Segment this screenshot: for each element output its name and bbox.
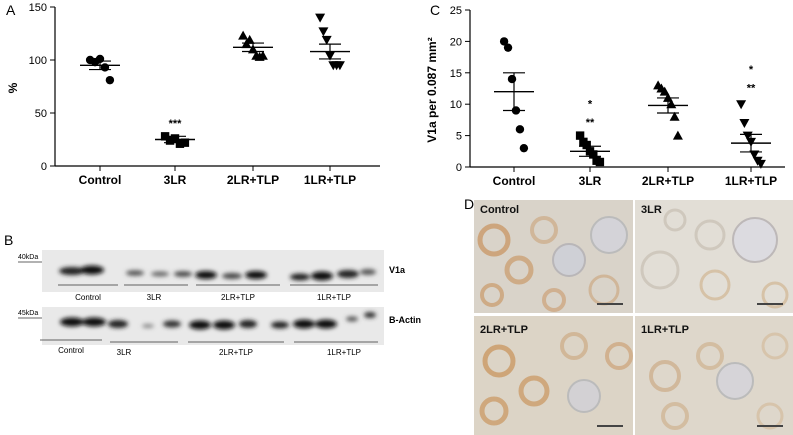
ihc-tile-control-image [474, 200, 633, 313]
chart-c-xtick-label-control: Control [493, 174, 536, 188]
chart-c-point-control-1 [503, 43, 513, 52]
chart-a-xtick-label-2lr-tlp: 2LR+TLP [227, 173, 279, 187]
chart-c-point-control-2 [507, 74, 517, 84]
chart-c-ytick-label-5: 5 [456, 131, 462, 143]
ihc-tile-control: Control [474, 200, 633, 313]
chart-a-ytick-label-150: 150 [29, 2, 47, 14]
chart-a-point-control-3 [100, 63, 110, 72]
chart-a-point-1lr-tlp-0 [315, 13, 326, 23]
chart-c-y-axis-label: V1a per 0.087 mm² [425, 37, 439, 142]
chart-c-point-control-0 [499, 37, 509, 46]
chart-c-point-1lr-tlp-4 [749, 150, 760, 160]
chart-c-ytick-label-0: 0 [456, 162, 462, 174]
ihc-tile-3lr-image [635, 200, 793, 313]
blot-v1a-group-1lr: 1LR+TLP [317, 293, 351, 302]
blot-v1a-group-control: Control [75, 293, 101, 302]
chart-c-ytick-label-20: 20 [450, 36, 462, 48]
chart-c-point-3lr-6 [595, 157, 605, 167]
chart-c-annotation-1: ** [586, 117, 595, 129]
chart-c-point-2lr-tlp-5 [669, 111, 680, 121]
panel-letter-a: A [6, 2, 16, 18]
blot-v1a-group-2lr: 2LR+TLP [221, 293, 255, 302]
chart-c-annotation-0: * [588, 98, 593, 110]
panel-letter-d: D [464, 196, 475, 212]
blot-actin-group-control: Control [58, 346, 84, 355]
ihc-tile-1lr-tlp: 1LR+TLP [635, 316, 793, 435]
blot-v1a-group-3lr: 3LR [147, 293, 162, 302]
chart-panel-a: 0 50 100 150% Control 3LR 2LR+TLP 1LR+TLP *** [6, 2, 380, 187]
blot-v1a-marker: 40kDa [18, 254, 38, 261]
chart-a-xtick-label-1lr-tlp: 1LR+TLP [304, 173, 356, 187]
chart-c-xtick-label-3lr: 3LR [579, 174, 602, 188]
ihc-scale-bar-3lr [757, 303, 783, 305]
ihc-label-3lr: 3LR [641, 204, 662, 216]
ihc-tile-3lr: 3LR [635, 200, 793, 313]
chart-a-point-1lr-tlp-1 [318, 27, 329, 37]
ihc-label-2lr-tlp: 2LR+TLP [480, 324, 528, 336]
chart-a-y-axis-label: % [6, 82, 20, 93]
blot-actin-marker: 45kDa [18, 310, 38, 317]
blot-v1a-target: V1a [389, 265, 406, 275]
chart-c-ytick-label-25: 25 [450, 5, 462, 17]
chart-a-point-3lr-3 [175, 139, 185, 148]
chart-a-ytick-label-0: 0 [41, 161, 47, 173]
chart-c-annotation-2: * [749, 64, 754, 76]
chart-c-point-3lr-0 [575, 131, 585, 140]
chart-c-point-1lr-tlp-6 [755, 159, 766, 169]
chart-c-point-2lr-tlp-6 [672, 130, 683, 140]
ihc-tile-2lr-tlp-image [474, 316, 633, 435]
panel-letter-b: B [4, 232, 14, 248]
chart-c-point-2lr-tlp-2 [659, 86, 670, 96]
chart-a-ytick-label-50: 50 [35, 108, 47, 120]
chart-a-point-2lr-tlp-6 [257, 50, 268, 60]
chart-c-ytick-label-15: 15 [450, 68, 462, 80]
blot-actin-group-3lr: 3LR [117, 348, 132, 357]
ihc-scale-bar-control [597, 303, 623, 305]
chart-c-annotation-3: ** [747, 83, 756, 95]
chart-a-annotation-0: *** [169, 118, 183, 130]
blot-actin-group-1lr: 1LR+TLP [327, 348, 361, 357]
chart-c-point-control-5 [519, 143, 529, 153]
chart-a-point-2lr-tlp-2 [244, 34, 255, 44]
ihc-tile-2lr-tlp: 2LR+TLP [474, 316, 633, 435]
chart-a-xtick-label-control: Control [79, 173, 122, 187]
chart-panel-c: 0 5 10 15 20 25 V1a per 0.087 mm² Control 3LR 2LR… [425, 5, 785, 188]
chart-c-ytick-label-10: 10 [450, 99, 462, 111]
ihc-label-control: Control [480, 204, 520, 216]
chart-c-point-1lr-tlp-0 [736, 100, 747, 110]
ihc-label-1lr-tlp: 1LR+TLP [641, 324, 689, 336]
chart-a-point-3lr-1 [165, 136, 175, 145]
chart-a-xtick-label-3lr: 3LR [164, 173, 187, 187]
western-blot-panel: 40kDa V1a Control 3LR 2LR+TLP 1LR+TLP 45… [18, 250, 421, 357]
chart-c-xtick-label-1lr-tlp: 1LR+TLP [725, 174, 777, 188]
panel-letter-c: C [430, 2, 441, 18]
ihc-tile-1lr-tlp-image [635, 316, 793, 435]
chart-c-point-1lr-tlp-1 [739, 119, 750, 129]
chart-c-point-3lr-2 [582, 140, 591, 150]
chart-a-point-1lr-tlp-6 [334, 61, 345, 71]
chart-a-ytick-label-100: 100 [29, 55, 47, 67]
blot-actin-group-2lr: 2LR+TLP [219, 348, 253, 357]
ihc-scale-bar-1lr-tlp [757, 425, 783, 427]
chart-c-point-3lr-4 [589, 150, 598, 159]
blot-actin-target: B-Actin [389, 315, 421, 325]
ihc-scale-bar-2lr-tlp [597, 425, 623, 427]
chart-a-point-control-4 [105, 75, 115, 85]
chart-c-point-control-4 [515, 125, 525, 134]
chart-a-point-1lr-tlp-2 [321, 35, 332, 45]
chart-a-group-1lr-tlp [315, 13, 345, 71]
chart-a-point-2lr-tlp-0 [238, 30, 249, 40]
chart-c-xtick-label-2lr-tlp: 2LR+TLP [642, 174, 694, 188]
